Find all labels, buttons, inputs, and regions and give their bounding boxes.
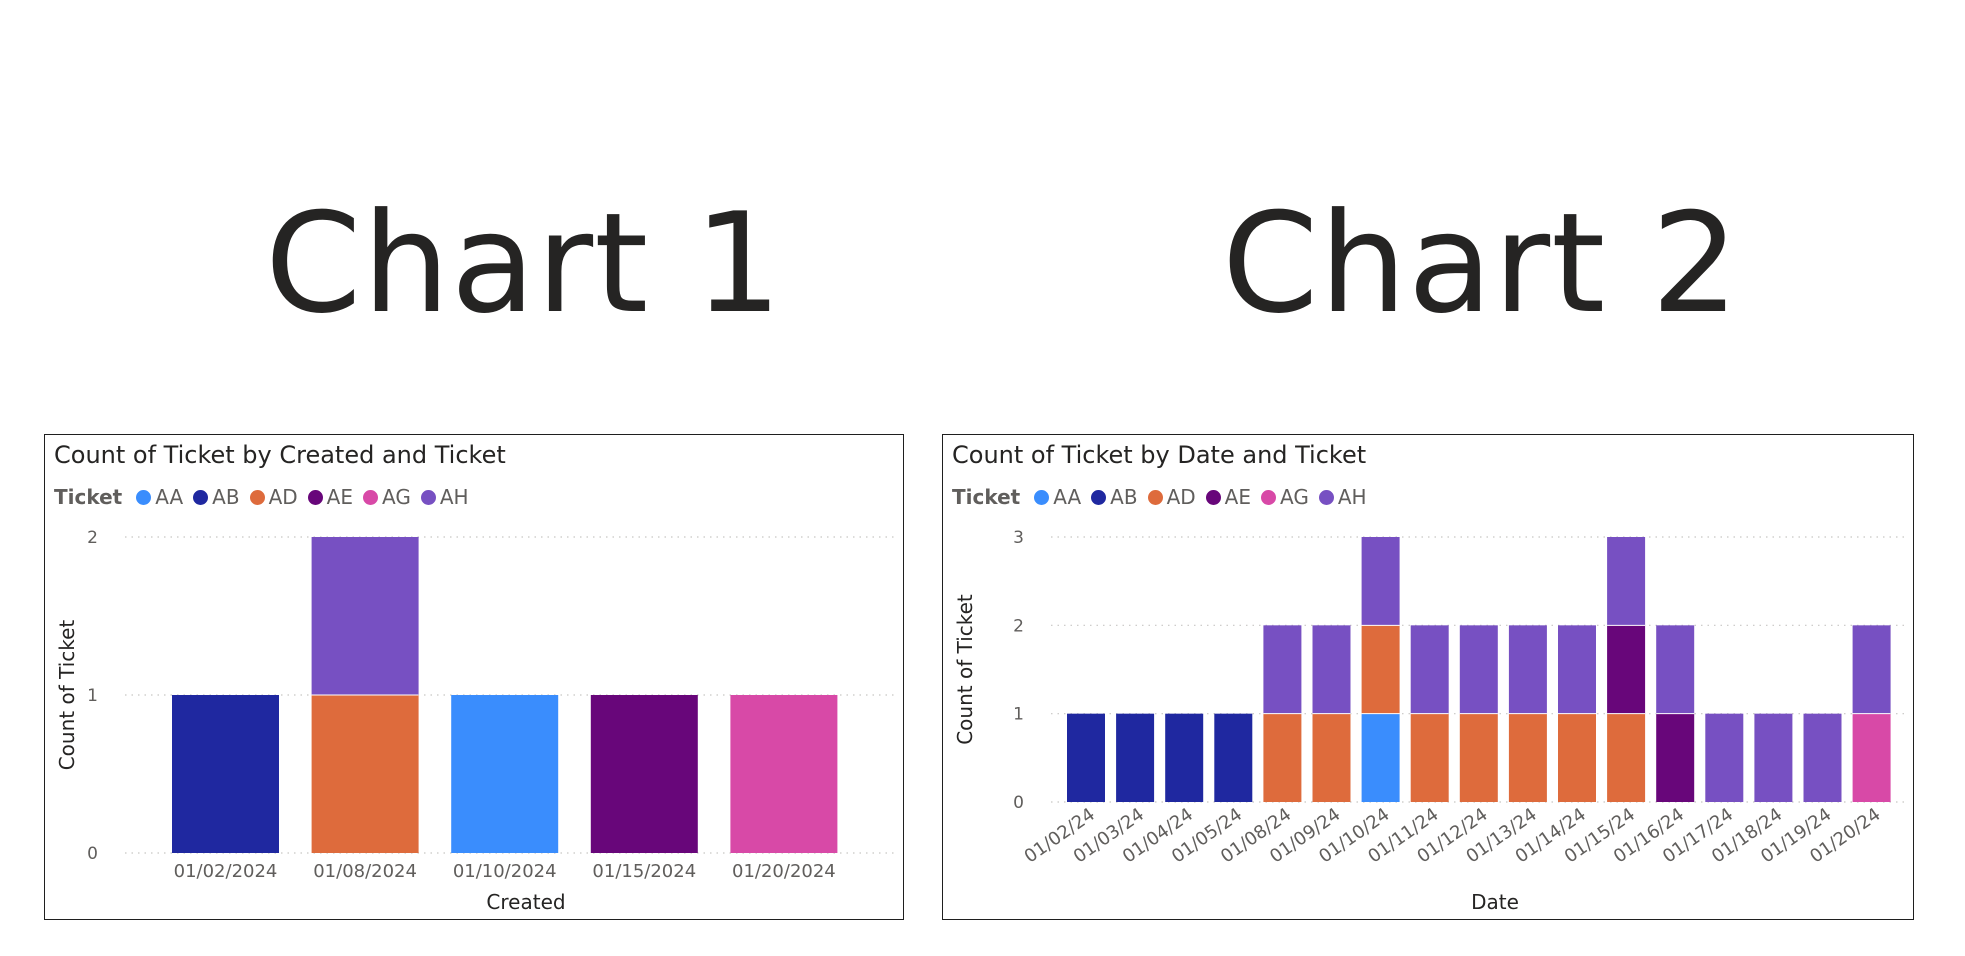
x-axis-title: Created [486, 890, 565, 914]
bar-segment-ab[interactable] [1067, 713, 1105, 802]
bar-segment-aa[interactable] [1361, 713, 1400, 802]
bar-segment-ah[interactable] [1459, 625, 1498, 714]
legend-item-ad[interactable]: AD [249, 485, 298, 509]
bar-segment-ae[interactable] [1607, 625, 1646, 714]
bar-segment-ad[interactable] [1312, 713, 1351, 802]
legend-dot [1034, 489, 1050, 505]
legend-label: AB [1110, 485, 1138, 509]
chart-1-plot: 0 1 2 01/02/2024 01/08/2024 01/10/2024 01/15/2… [55, 528, 897, 914]
legend-item-ag[interactable]: AG [1261, 485, 1309, 509]
legend-label: AG [1280, 485, 1309, 509]
bar-segment-ab[interactable] [1165, 713, 1204, 802]
bar-segment-ad[interactable] [1508, 713, 1547, 802]
bar-segment-ad[interactable] [1263, 713, 1302, 802]
legend-label: AH [439, 485, 469, 509]
legend-label: AG [382, 485, 411, 509]
x-tick-label: 01/15/2024 [592, 861, 696, 882]
bar-segment-ag[interactable] [730, 695, 838, 853]
bar-segment-ad[interactable] [1361, 625, 1400, 714]
x-tick-label: 01/10/2024 [453, 861, 557, 882]
bar-segment-ab[interactable] [172, 695, 279, 853]
bar-segment-ae[interactable] [1656, 713, 1695, 802]
chart-2-visual[interactable]: Count of Ticket by Date and Ticket Ticke… [942, 434, 1914, 920]
legend-label: AA [155, 485, 184, 509]
bar-segment-ah[interactable] [1361, 537, 1400, 626]
bar-segment-ah[interactable] [1558, 625, 1596, 714]
legend-item-ae[interactable]: AE [1205, 485, 1251, 509]
bar-segment-ah[interactable] [311, 537, 419, 695]
chart-1-title: Count of Ticket by Created and Ticket [54, 441, 506, 469]
bar-segment-ah[interactable] [1410, 625, 1449, 714]
y-tick-label: 0 [87, 844, 98, 864]
y-tick-label: 1 [87, 686, 98, 706]
legend-item-ab[interactable]: AB [193, 485, 240, 509]
legend-dot [1091, 489, 1107, 505]
legend-dot [1261, 489, 1276, 505]
chart-1-heading: Chart 1 [265, 183, 783, 344]
legend-label: AE [1224, 485, 1251, 509]
chart-2-plot: 012301/02/2401/03/2401/04/2401/05/2401/0… [953, 528, 1909, 914]
legend-item-ag[interactable]: AG [363, 485, 411, 509]
bar-segment-ah[interactable] [1656, 625, 1695, 714]
bar-segment-ag[interactable] [1852, 713, 1891, 802]
y-tick-label: 2 [87, 528, 98, 548]
x-tick-label: 01/02/2024 [174, 861, 278, 882]
y-tick-label: 1 [1013, 705, 1024, 725]
bar-segment-ah[interactable] [1263, 625, 1302, 714]
y-axis-title: Count of Ticket [55, 620, 79, 771]
bar-segment-ad[interactable] [1410, 713, 1449, 802]
legend-label: AA [1053, 485, 1082, 509]
x-axis-title: Date [1471, 890, 1519, 914]
bar-segment-ah[interactable] [1754, 713, 1793, 802]
bar-segment-ad[interactable] [311, 695, 419, 853]
bar-segment-aa[interactable] [451, 695, 559, 853]
bar-segment-ah[interactable] [1312, 625, 1351, 714]
bar-segment-ad[interactable] [1607, 713, 1646, 802]
legend-dot [307, 489, 323, 505]
legend-title: Ticket [952, 485, 1021, 509]
legend-dot [249, 489, 265, 505]
legend-item-ah[interactable]: AH [1318, 485, 1367, 509]
bar-segment-ad[interactable] [1558, 713, 1596, 802]
y-axis-title: Count of Ticket [953, 594, 977, 745]
legend-label: AD [1166, 485, 1196, 509]
bar-segment-ah[interactable] [1852, 625, 1891, 714]
chart-2-legend: Ticket AA AB AD AE AG AH [952, 485, 1377, 509]
legend-item-aa[interactable]: AA [136, 485, 183, 509]
y-tick-label: 2 [1013, 616, 1024, 636]
chart-2-heading: Chart 2 [1222, 183, 1740, 344]
bar-segment-ad[interactable] [1459, 713, 1498, 802]
legend-dot [136, 489, 152, 505]
bar-segment-ah[interactable] [1607, 537, 1646, 626]
legend-label: AB [212, 485, 240, 509]
bar-segment-ah[interactable] [1508, 625, 1547, 714]
chart-2-title: Count of Ticket by Date and Ticket [952, 441, 1367, 469]
bar-segment-ae[interactable] [590, 695, 698, 853]
legend-dot [1147, 489, 1163, 505]
y-tick-label: 3 [1013, 528, 1024, 548]
bar-segment-ah[interactable] [1803, 713, 1842, 802]
x-tick-label: 01/20/2024 [732, 861, 836, 882]
legend-dot [420, 489, 436, 505]
legend-dot [363, 489, 378, 505]
y-tick-label: 0 [1013, 793, 1024, 813]
legend-item-ab[interactable]: AB [1091, 485, 1138, 509]
bar-segment-ab[interactable] [1116, 713, 1155, 802]
legend-label: AD [268, 485, 298, 509]
legend-dot [1205, 489, 1221, 505]
legend-label: AH [1337, 485, 1367, 509]
bar-segment-ab[interactable] [1214, 713, 1253, 802]
legend-dot [193, 489, 209, 505]
legend-title: Ticket [54, 485, 123, 509]
chart-1-visual[interactable]: Count of Ticket by Created and Ticket Ti… [44, 434, 904, 920]
legend-label: AE [326, 485, 353, 509]
legend-item-ad[interactable]: AD [1147, 485, 1196, 509]
legend-item-ah[interactable]: AH [420, 485, 469, 509]
x-tick-label: 01/08/2024 [313, 861, 417, 882]
legend-dot [1318, 489, 1334, 505]
bar-segment-ah[interactable] [1705, 713, 1744, 802]
legend-item-aa[interactable]: AA [1034, 485, 1081, 509]
legend-item-ae[interactable]: AE [307, 485, 353, 509]
chart-1-legend: Ticket AA AB AD AE AG AH [54, 485, 479, 509]
